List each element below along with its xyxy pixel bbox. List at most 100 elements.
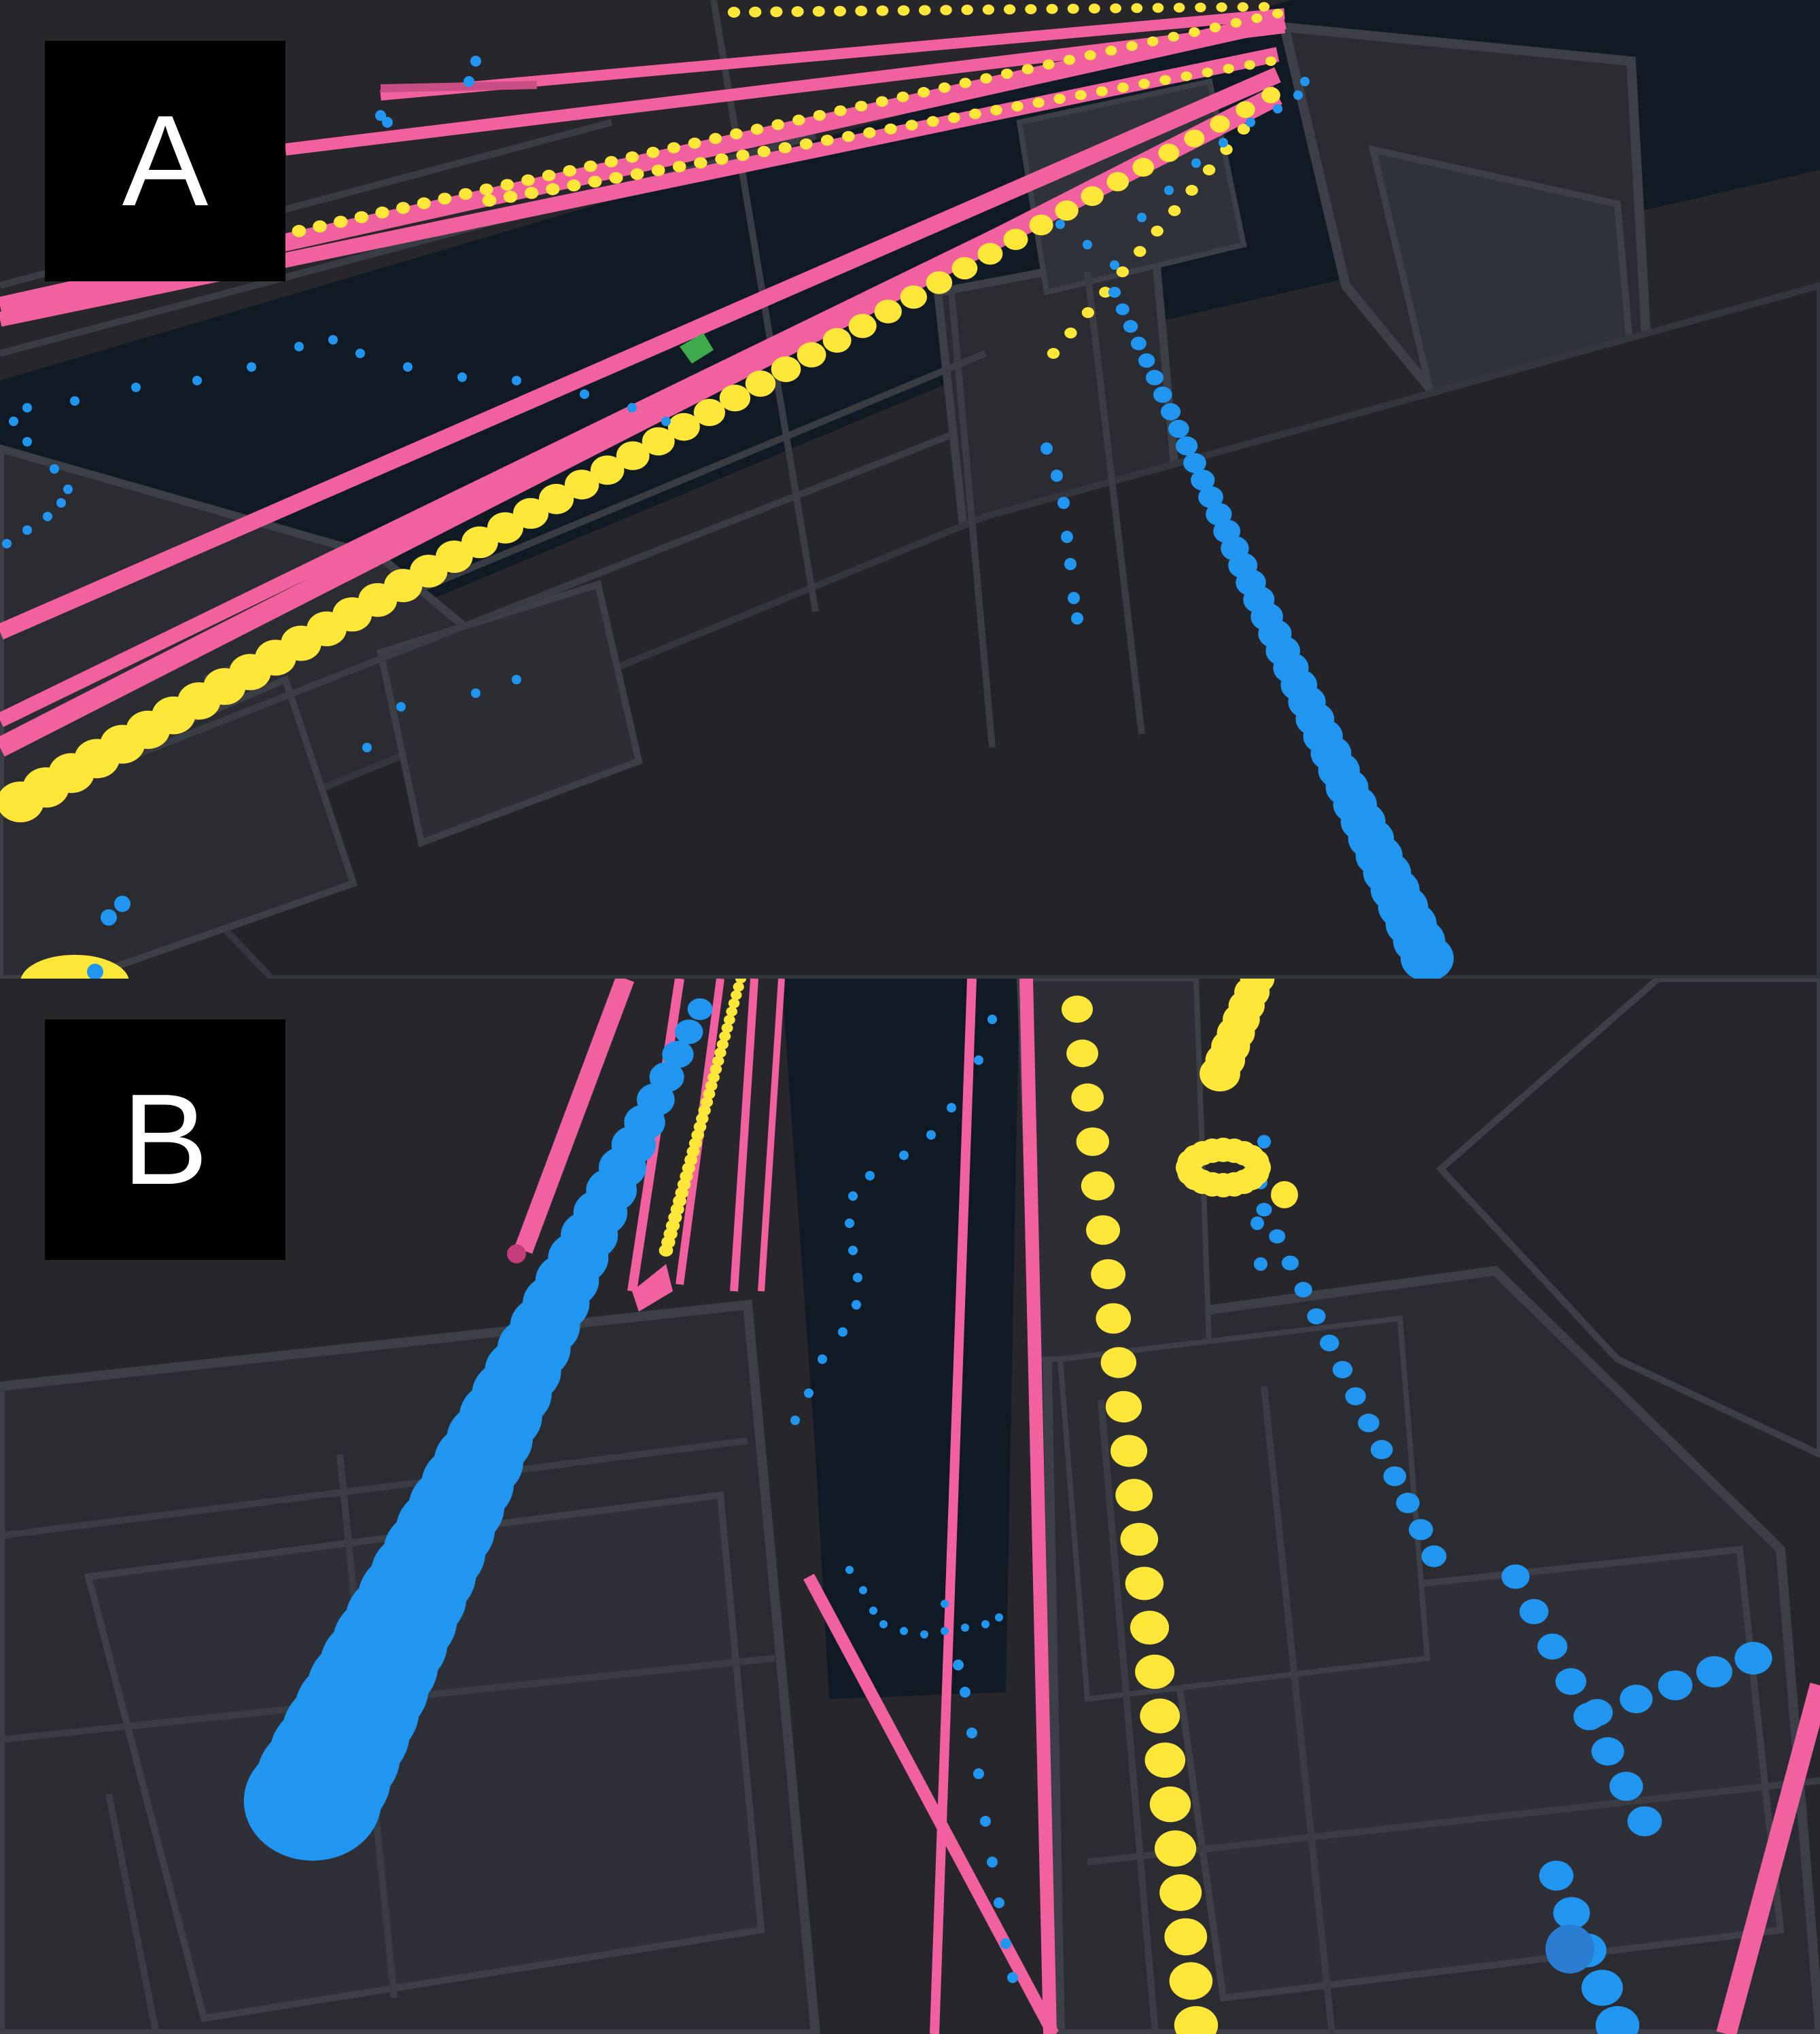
blue-dot <box>1108 287 1121 298</box>
blue-dot <box>580 389 589 399</box>
blue-dot <box>1007 1972 1018 1983</box>
yellow-dot <box>1251 13 1263 23</box>
yellow-dot <box>667 413 700 441</box>
yellow-dot <box>1100 1347 1137 1378</box>
yellow-dot <box>1105 46 1117 56</box>
yellow-dot <box>1053 93 1066 104</box>
yellow-dot <box>959 77 972 88</box>
blue-dot <box>1123 319 1138 333</box>
blue-dot <box>1191 470 1215 491</box>
blue-dot <box>994 1897 1004 1908</box>
yellow-dot <box>1271 1181 1298 1208</box>
blue-dot <box>22 437 32 446</box>
yellow-dot <box>1202 164 1216 175</box>
yellow-dot <box>770 6 783 18</box>
blue-dot <box>1501 1564 1530 1589</box>
building-edge <box>0 1437 748 1539</box>
yellow-dot <box>1223 63 1235 74</box>
blue-dot <box>375 110 386 121</box>
yellow-dot <box>813 109 826 121</box>
yellow-dot <box>736 150 750 161</box>
blue-dot <box>818 1354 827 1364</box>
blue-dot <box>1539 1861 1574 1891</box>
building-roof <box>1435 979 1820 1458</box>
yellow-dot <box>1154 1830 1197 1867</box>
yellow-dot <box>1110 3 1121 14</box>
yellow-dot <box>730 128 743 140</box>
panel-a: A <box>0 0 1820 979</box>
yellow-dot <box>1159 75 1171 85</box>
yellow-dot <box>822 328 852 353</box>
yellow-dot <box>1074 90 1087 101</box>
blue-dot <box>966 1728 977 1738</box>
blue-dot <box>1609 1772 1643 1801</box>
blue-dot <box>941 1627 949 1635</box>
blue-dot <box>192 376 202 385</box>
pink-path <box>758 979 785 1292</box>
yellow-dot <box>375 206 389 219</box>
blue-dot <box>87 964 103 979</box>
yellow-dot <box>1116 266 1130 277</box>
blue-dot <box>1061 531 1073 543</box>
yellow-dot <box>716 1039 729 1050</box>
yellow-dot <box>703 1088 716 1100</box>
pink-path <box>1019 979 1057 2034</box>
yellow-dot <box>721 1023 733 1034</box>
blue-dot <box>662 1040 694 1068</box>
blue-dot <box>1658 1670 1693 1700</box>
building-edge <box>1098 1399 1159 2034</box>
blue-dot <box>1595 2006 1640 2034</box>
blue-dot <box>1219 138 1228 147</box>
yellow-dot <box>951 257 978 280</box>
yellow-dot <box>715 153 729 165</box>
building-window <box>377 580 643 847</box>
blue-dot <box>1068 592 1080 604</box>
yellow-dot <box>1261 87 1280 103</box>
blue-dot <box>869 1607 877 1615</box>
blue-dot <box>627 403 637 413</box>
yellow-dot <box>630 168 644 180</box>
pink-path <box>632 1264 673 1312</box>
blue-dot <box>512 376 521 385</box>
yellow-dot <box>848 313 877 338</box>
yellow-dot <box>712 1055 724 1066</box>
yellow-dot <box>396 202 410 214</box>
yellow-dot <box>749 6 762 18</box>
pink-path <box>0 67 1281 639</box>
blue-dot <box>973 1768 984 1779</box>
yellow-dot <box>584 160 597 173</box>
blue-dot <box>674 1019 703 1045</box>
blue-dot <box>22 403 32 413</box>
yellow-dot <box>917 87 930 98</box>
pink-path <box>284 21 1286 156</box>
yellow-dot <box>334 215 348 228</box>
yellow-dot <box>1066 1039 1099 1068</box>
building-edge <box>948 292 996 748</box>
blue-dot <box>1269 1229 1286 1244</box>
yellow-dot <box>1185 185 1198 196</box>
yellow-dot <box>1236 101 1255 118</box>
yellow-dot <box>1081 186 1104 207</box>
blue-dot <box>1040 442 1053 455</box>
blue-dot <box>1294 1282 1312 1298</box>
yellow-dot <box>797 342 826 368</box>
yellow-dot <box>714 1047 727 1058</box>
yellow-dot <box>1105 1390 1142 1423</box>
blue-dot <box>1281 1255 1299 1271</box>
yellow-dot <box>696 1113 709 1125</box>
blue-dot <box>362 743 372 752</box>
blue-dot <box>1396 1492 1420 1513</box>
blue-dot <box>1555 1668 1587 1695</box>
yellow-dot <box>1029 214 1053 236</box>
blue-dot <box>1198 486 1223 508</box>
yellow-dot <box>791 6 804 17</box>
blue-dot <box>1191 158 1201 168</box>
yellow-dot <box>968 108 981 120</box>
yellow-dot <box>757 145 771 158</box>
panel-label-b: B <box>45 1019 285 1260</box>
blue-dot <box>1064 558 1077 570</box>
blue-dot <box>853 1273 862 1282</box>
blue-dot <box>1110 260 1119 270</box>
yellow-dot <box>1134 246 1147 257</box>
yellow-dot <box>947 112 960 123</box>
